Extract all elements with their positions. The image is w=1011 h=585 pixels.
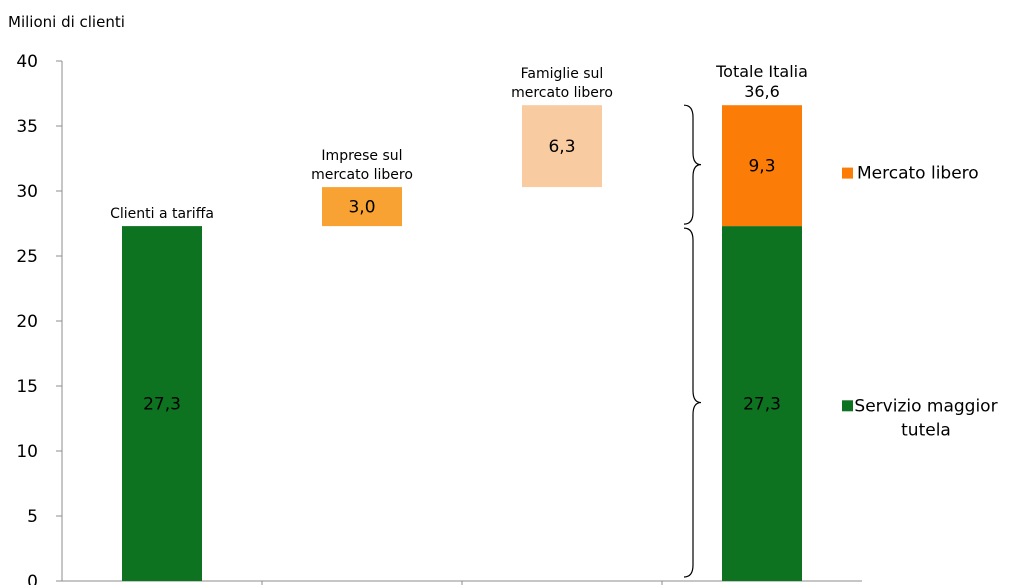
bars-layer <box>122 105 802 581</box>
bar <box>722 105 802 227</box>
category-label: Clienti a tariffa <box>110 206 214 222</box>
bar-value-label: 9,3 <box>748 157 775 177</box>
legend-swatch-mercato-libero <box>842 167 853 179</box>
y-tick-label: 25 <box>16 247 38 267</box>
y-axis-title: Milioni di clienti <box>8 13 125 31</box>
y-tick-label: 5 <box>27 507 38 527</box>
category-label: mercato libero <box>511 85 613 101</box>
y-tick-label: 40 <box>16 52 38 72</box>
category-label: mercato libero <box>311 167 413 183</box>
bar-value-label: 3,0 <box>348 198 375 218</box>
y-tick-label: 10 <box>16 442 38 462</box>
labels-layer: 27,3 3,0 6,3 27,3 9,3 Clienti a tariffa Impres… <box>110 62 808 578</box>
legend-label-servizio-maggior-tutela: Servizio maggior tutela <box>854 396 997 440</box>
y-tick-label: 20 <box>16 312 38 332</box>
category-label: Totale Italia <box>715 62 808 81</box>
total-value-label: 36,6 <box>744 82 780 101</box>
brace <box>683 227 702 578</box>
legend-layer: Mercato libero Servizio maggior tutela <box>842 164 998 440</box>
category-label: Famiglie sul <box>521 66 604 82</box>
legend-label-mercato-libero: Mercato libero <box>857 164 979 184</box>
bar-value-label: 27,3 <box>143 395 181 415</box>
category-label: Imprese sul <box>321 148 402 164</box>
bar <box>122 226 202 581</box>
y-tick-label: 30 <box>16 182 38 202</box>
bar <box>522 105 602 188</box>
bar <box>322 187 402 227</box>
bar-value-label: 27,3 <box>743 395 781 415</box>
brace <box>683 104 702 225</box>
legend-swatch-servizio-maggior-tutela <box>842 400 853 412</box>
bar-value-label: 6,3 <box>548 137 575 157</box>
y-tick-label: 0 <box>27 572 38 585</box>
y-tick-label: 15 <box>16 377 38 397</box>
y-tick-label: 35 <box>16 117 38 137</box>
bar <box>722 226 802 581</box>
